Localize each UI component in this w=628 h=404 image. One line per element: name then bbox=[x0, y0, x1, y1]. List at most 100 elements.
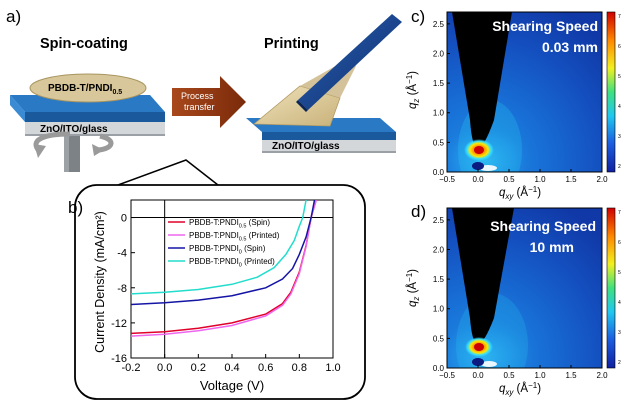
process-transfer-arrow-icon: Process transfer bbox=[172, 76, 246, 128]
colorbar-tick-label: 6 bbox=[618, 44, 621, 50]
blend-label: PBDB-T/PNDI0.5 bbox=[48, 83, 122, 96]
y-tick-label: -16 bbox=[111, 353, 127, 365]
panel-label-d: d) bbox=[411, 202, 426, 221]
y-tick-label: -4 bbox=[117, 248, 127, 260]
legend-label-2: PBDB-T:PNDI0.5 (Printed) bbox=[189, 231, 280, 243]
spin-coating-title: Spin-coating bbox=[40, 36, 128, 52]
jv-y-ticks: 0 -4 -8 -12 -16 bbox=[111, 213, 135, 365]
x-tick-label: 0.0 bbox=[157, 362, 172, 374]
qz-tick-label: 1.5 bbox=[433, 275, 445, 284]
qxy-tick-label: 0.0 bbox=[472, 175, 484, 184]
print-substrate-label: ZnO/ITO/glass bbox=[272, 141, 340, 152]
qz-tick-label: 1.5 bbox=[433, 79, 445, 88]
shear-value-c: 0.03 mm bbox=[542, 39, 598, 55]
qz-tick-label: 0.5 bbox=[433, 138, 445, 147]
spin-substrate-label: ZnO/ITO/glass bbox=[40, 124, 108, 135]
jv-ylabel: Current Density (mA/cm²) bbox=[93, 211, 107, 353]
shear-title-d: Shearing Speed bbox=[490, 218, 596, 234]
giwaxs-image-c bbox=[447, 12, 602, 172]
shear-title-c: Shearing Speed bbox=[492, 18, 598, 34]
callout bbox=[74, 159, 366, 400]
giwaxs-d-xlabel: qxy (Å−1) bbox=[499, 381, 541, 397]
qxy-tick-label: −0.5 bbox=[439, 175, 455, 184]
qz-tick-label: 1.0 bbox=[433, 109, 445, 118]
colorbar-tick-label: 2 bbox=[618, 164, 621, 170]
qz-tick-label: 2.5 bbox=[433, 20, 445, 29]
x-tick-label: 0.2 bbox=[191, 362, 206, 374]
qz-tick-label: 2.0 bbox=[433, 245, 445, 254]
shear-value-d: 10 mm bbox=[530, 239, 574, 255]
panel-label-a: a) bbox=[6, 7, 21, 26]
giwaxs-c-ylabel: qz (Å−1) bbox=[405, 71, 421, 109]
colorbar-d-ticks: 7 6 5 4 3 2 bbox=[618, 210, 621, 366]
jv-xlabel: Voltage (V) bbox=[200, 378, 264, 393]
qxy-tick-label: 0.0 bbox=[472, 371, 484, 380]
panel-c: c) Shearing Speed 0.03 mm −0.5 0.0 0.5 1.0 1… bbox=[405, 7, 621, 201]
jv-series bbox=[131, 200, 317, 337]
qxy-tick-label: 1.5 bbox=[565, 371, 577, 380]
giwaxs-c-y-ticks: 0.0 0.5 1.0 1.5 2.0 2.5 bbox=[433, 20, 450, 177]
qz-tick-label: 0.0 bbox=[433, 168, 445, 177]
qxy-tick-label: 1.5 bbox=[565, 175, 577, 184]
panel-a: a) Spin-coating Printing ZnO/ITO/glass P… bbox=[6, 7, 402, 172]
qxy-tick-label: 1.0 bbox=[534, 371, 546, 380]
giwaxs-image-d bbox=[447, 208, 602, 368]
colorbar-tick-label: 5 bbox=[618, 270, 621, 276]
giwaxs-d-ylabel: qz (Å−1) bbox=[405, 269, 421, 307]
spin-chuck bbox=[33, 131, 114, 172]
x-tick-label: 1.0 bbox=[325, 362, 340, 374]
jv-series-line-2 bbox=[131, 200, 317, 337]
legend-label-4: PBDB-T:PNDI0 (Printed) bbox=[189, 257, 275, 269]
x-tick-label: 0.8 bbox=[292, 362, 307, 374]
process-label-1: Process bbox=[181, 91, 214, 101]
panel-label-c: c) bbox=[411, 7, 425, 26]
qxy-tick-label: 2.0 bbox=[596, 371, 608, 380]
y-tick-label: -8 bbox=[117, 283, 127, 295]
process-label-2: transfer bbox=[184, 102, 215, 112]
giwaxs-d-y-ticks: 0.0 0.5 1.0 1.5 2.0 2.5 bbox=[433, 216, 450, 373]
printing-blade bbox=[252, 14, 402, 127]
jv-x-ticks: -0.2 0.0 0.2 0.4 0.6 0.8 1.0 bbox=[122, 354, 341, 374]
qz-tick-label: 1.0 bbox=[433, 305, 445, 314]
colorbar-c bbox=[606, 11, 616, 173]
spin-film: PBDB-T/PNDI0.5 bbox=[29, 73, 147, 103]
spin-substrate: ZnO/ITO/glass bbox=[10, 95, 165, 136]
jv-series-line-4 bbox=[131, 200, 307, 295]
colorbar-tick-label: 6 bbox=[618, 240, 621, 246]
colorbar-c-ticks: 7 6 5 4 3 2 bbox=[618, 14, 621, 170]
qxy-tick-label: 2.0 bbox=[596, 175, 608, 184]
colorbar-tick-label: 3 bbox=[618, 330, 621, 336]
x-tick-label: 0.4 bbox=[224, 362, 239, 374]
colorbar-tick-label: 4 bbox=[618, 104, 621, 110]
qxy-tick-label: −0.5 bbox=[439, 371, 455, 380]
colorbar-d bbox=[606, 207, 616, 369]
colorbar-tick-label: 5 bbox=[618, 74, 621, 80]
panel-d: d) Shearing Speed 10 mm −0.5 0.0 0.5 1.0 1.5… bbox=[405, 202, 621, 397]
panel-label-b: b) bbox=[68, 198, 83, 217]
colorbar-tick-label: 4 bbox=[618, 300, 621, 306]
qz-tick-label: 2.5 bbox=[433, 216, 445, 225]
qxy-tick-label: 0.5 bbox=[503, 175, 515, 184]
legend-label-1: PBDB-T:PNDI0.5 (Spin) bbox=[189, 218, 270, 230]
jv-series-line-3 bbox=[131, 200, 316, 306]
qz-tick-label: 2.0 bbox=[433, 49, 445, 58]
giwaxs-c-xlabel: qxy (Å−1) bbox=[499, 185, 541, 201]
qxy-tick-label: 0.5 bbox=[503, 371, 515, 380]
jv-legend: PBDB-T:PNDI0.5 (Spin)PBDB-T:PNDI0.5 (Pri… bbox=[168, 218, 280, 269]
printing-title: Printing bbox=[264, 36, 319, 52]
giwaxs-d-x-ticks: −0.5 0.0 0.5 1.0 1.5 2.0 bbox=[439, 365, 608, 380]
x-tick-label: 0.6 bbox=[258, 362, 273, 374]
x-tick-label: -0.2 bbox=[122, 362, 141, 374]
colorbar-tick-label: 7 bbox=[618, 210, 621, 216]
y-tick-label: 0 bbox=[121, 213, 127, 225]
panel-b: b) -0.2 0.0 0.2 0.4 0.6 0.8 1.0 0 -4 -8 -12 -16 Vo… bbox=[68, 198, 341, 393]
colorbar-tick-label: 7 bbox=[618, 14, 621, 20]
legend-label-3: PBDB-T:PNDI0 (Spin) bbox=[189, 244, 266, 256]
y-tick-label: -12 bbox=[111, 318, 127, 330]
colorbar-tick-label: 2 bbox=[618, 360, 621, 366]
qxy-tick-label: 1.0 bbox=[534, 175, 546, 184]
giwaxs-c-x-ticks: −0.5 0.0 0.5 1.0 1.5 2.0 bbox=[439, 169, 608, 184]
qz-tick-label: 0.5 bbox=[433, 334, 445, 343]
colorbar-tick-label: 3 bbox=[618, 134, 621, 140]
